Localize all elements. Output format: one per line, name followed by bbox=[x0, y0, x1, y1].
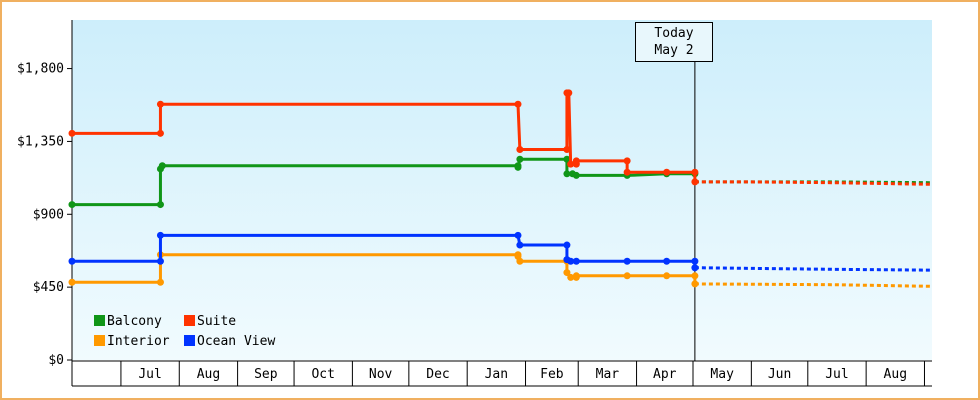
data-point-suite bbox=[691, 178, 699, 186]
data-point-suite bbox=[565, 89, 573, 97]
legend-item-ocean-view: Ocean View bbox=[184, 334, 275, 349]
series-forecast-interior bbox=[694, 282, 933, 288]
x-month-label: Mar bbox=[596, 367, 620, 382]
data-point-suite bbox=[663, 168, 671, 176]
series-ocean-view bbox=[68, 231, 933, 272]
data-point-suite bbox=[567, 160, 575, 168]
y-tick-label: $1,350 bbox=[17, 134, 64, 149]
legend-swatch-interior bbox=[94, 335, 105, 346]
data-point-ocean-view bbox=[623, 257, 631, 265]
y-tick-label: $450 bbox=[33, 280, 64, 295]
legend-swatch-suite bbox=[184, 315, 195, 326]
data-point-interior bbox=[68, 278, 76, 286]
x-month-label: Jan bbox=[485, 367, 508, 382]
data-point-ocean-view bbox=[156, 231, 164, 239]
series-forecast-suite bbox=[694, 180, 933, 186]
series-line-suite bbox=[72, 91, 697, 182]
data-point-balcony bbox=[158, 162, 166, 170]
data-point-interior bbox=[663, 272, 671, 280]
x-month-label: Aug bbox=[884, 367, 907, 382]
x-month-label: Jul bbox=[138, 367, 161, 382]
data-point-ocean-view bbox=[663, 257, 671, 265]
series-suite bbox=[68, 89, 933, 186]
data-point-suite bbox=[68, 129, 76, 137]
data-point-interior bbox=[567, 273, 575, 281]
data-point-interior bbox=[572, 272, 580, 280]
data-point-suite bbox=[691, 168, 699, 176]
data-point-interior bbox=[691, 280, 699, 288]
today-marker-box: Today May 2 bbox=[635, 22, 713, 62]
x-month-label: Jun bbox=[768, 367, 791, 382]
y-tick-label: $1,800 bbox=[17, 62, 64, 77]
data-point-ocean-view bbox=[514, 231, 522, 239]
legend-item-balcony: Balcony bbox=[94, 314, 162, 329]
x-month-label: Nov bbox=[369, 367, 393, 382]
data-point-balcony bbox=[514, 163, 522, 171]
data-point-ocean-view bbox=[572, 257, 580, 265]
data-point-balcony bbox=[516, 155, 524, 163]
data-point-ocean-view bbox=[156, 257, 164, 265]
legend-swatch-balcony bbox=[94, 315, 105, 326]
x-month-label: Feb bbox=[540, 367, 564, 382]
data-point-suite bbox=[516, 146, 524, 154]
data-point-suite bbox=[623, 157, 631, 165]
data-point-balcony bbox=[563, 170, 571, 178]
legend-label-ocean-view: Ocean View bbox=[197, 334, 276, 349]
data-point-ocean-view bbox=[567, 257, 575, 265]
data-point-ocean-view bbox=[516, 241, 524, 249]
data-point-interior bbox=[623, 272, 631, 280]
plot-area bbox=[72, 20, 932, 360]
legend-swatch-ocean-view bbox=[184, 335, 195, 346]
series-forecast-ocean-view bbox=[694, 266, 933, 272]
y-tick-label: $900 bbox=[33, 207, 64, 222]
x-month-label: Dec bbox=[426, 367, 449, 382]
x-month-label: Aug bbox=[197, 367, 220, 382]
legend-label-suite: Suite bbox=[197, 314, 237, 329]
y-tick-label: $0 bbox=[48, 353, 64, 368]
data-point-suite bbox=[156, 129, 164, 137]
data-point-interior bbox=[156, 278, 164, 286]
data-point-suite bbox=[156, 100, 164, 108]
x-month-label: Oct bbox=[311, 367, 334, 382]
data-point-interior bbox=[563, 269, 571, 277]
data-point-suite bbox=[623, 168, 631, 176]
legend-item-suite: Suite bbox=[184, 314, 236, 329]
data-point-suite bbox=[572, 157, 580, 165]
today-label: Today bbox=[654, 26, 694, 41]
x-month-label: Apr bbox=[653, 367, 677, 382]
data-point-ocean-view bbox=[691, 264, 699, 272]
data-point-suite bbox=[514, 100, 522, 108]
data-point-ocean-view bbox=[68, 257, 76, 265]
legend-label-balcony: Balcony bbox=[107, 314, 162, 329]
data-point-suite bbox=[563, 146, 571, 154]
data-point-interior bbox=[691, 272, 699, 280]
legend-label-interior: Interior bbox=[107, 334, 170, 349]
data-point-balcony bbox=[563, 155, 571, 163]
x-month-label: Jul bbox=[825, 367, 848, 382]
x-month-label: Sep bbox=[254, 367, 278, 382]
data-point-ocean-view bbox=[691, 257, 699, 265]
data-point-interior bbox=[516, 257, 524, 265]
today-date: May 2 bbox=[654, 43, 694, 58]
data-point-balcony bbox=[156, 201, 164, 209]
data-point-ocean-view bbox=[563, 241, 571, 249]
data-point-balcony bbox=[572, 171, 580, 179]
x-month-label: May bbox=[710, 367, 734, 382]
data-point-balcony bbox=[68, 201, 76, 209]
legend-item-interior: Interior bbox=[94, 334, 170, 349]
